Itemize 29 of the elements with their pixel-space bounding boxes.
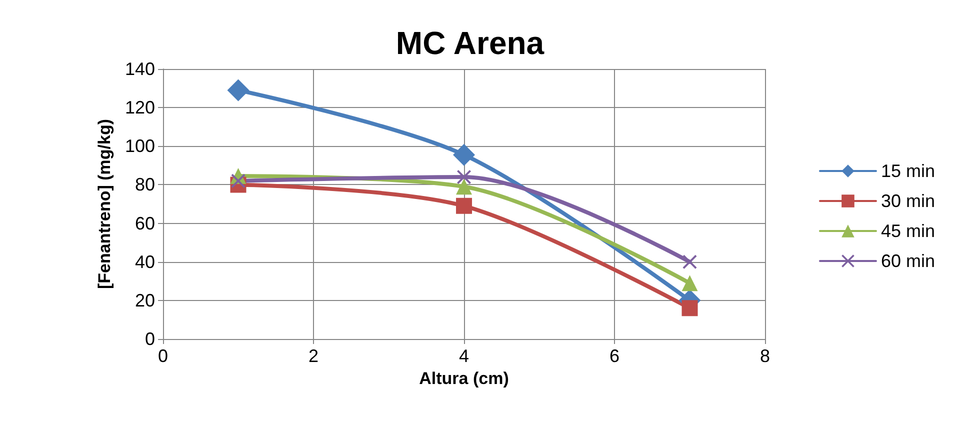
point bbox=[231, 174, 246, 188]
point bbox=[456, 198, 472, 214]
x-tick-label: 8 bbox=[760, 346, 770, 366]
point bbox=[682, 275, 698, 292]
y-tick-label: 40 bbox=[134, 252, 155, 272]
point bbox=[453, 144, 475, 166]
legend-label: 15 min bbox=[880, 161, 936, 181]
point bbox=[682, 300, 698, 316]
y-tick-label: 100 bbox=[124, 136, 155, 156]
x-tick-label: 6 bbox=[609, 346, 620, 366]
x-tick-label: 2 bbox=[308, 346, 319, 366]
legend-label: 30 min bbox=[880, 191, 936, 211]
y-tick-label: 20 bbox=[134, 290, 155, 310]
y-axis-title: [Fenantreno] (mg/kg) bbox=[95, 119, 114, 289]
legend-label: 60 min bbox=[880, 251, 936, 271]
y-tick-label: 60 bbox=[134, 213, 155, 234]
x-tick-label: 0 bbox=[158, 346, 168, 366]
point bbox=[227, 79, 250, 102]
point bbox=[457, 170, 471, 184]
x-tick-label: 4 bbox=[458, 346, 470, 366]
y-tick-label: 120 bbox=[124, 98, 155, 118]
legend-label: 45 min bbox=[880, 221, 936, 241]
y-tick-label: 140 bbox=[124, 59, 155, 79]
x-axis-title: Altura (cm) bbox=[419, 368, 509, 388]
point bbox=[456, 178, 472, 195]
y-tick-label: 80 bbox=[134, 174, 155, 195]
y-tick-label: 0 bbox=[144, 329, 155, 349]
point bbox=[682, 254, 697, 269]
chart-title: MC Arena bbox=[396, 25, 544, 61]
